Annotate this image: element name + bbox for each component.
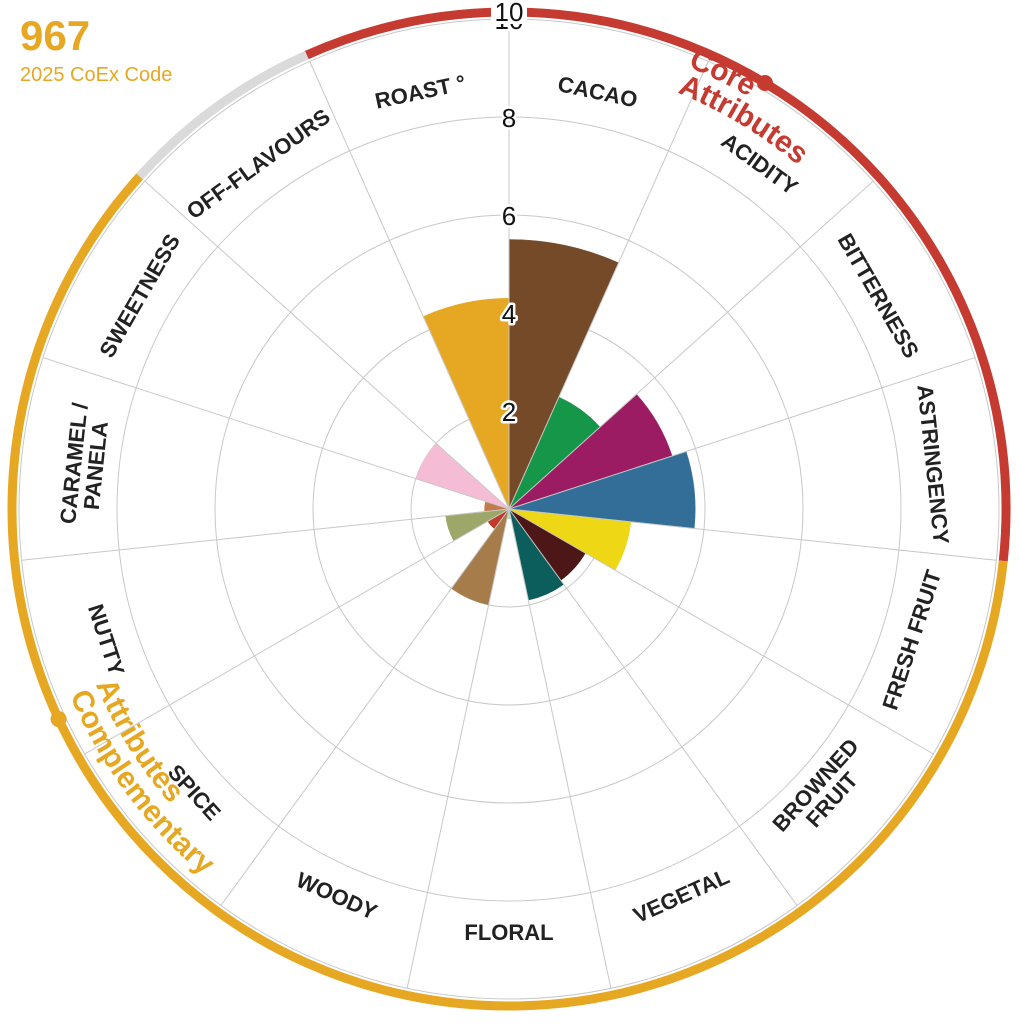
tick-label-max: 10 bbox=[495, 0, 524, 27]
tick-label: 8 bbox=[502, 103, 516, 133]
core-arc bbox=[513, 7, 1011, 562]
tick-label: 6 bbox=[502, 201, 516, 231]
spoke-line bbox=[21, 508, 510, 561]
spoke-line bbox=[508, 357, 976, 510]
coex-code-number: 967 bbox=[20, 12, 91, 59]
spoke-line bbox=[42, 357, 510, 510]
top-gap bbox=[491, 2, 527, 24]
roast-arc bbox=[305, 7, 505, 60]
spokes bbox=[21, 19, 997, 989]
core-marker-dot bbox=[756, 74, 773, 91]
tick-label: 4 bbox=[502, 299, 516, 329]
spoke-line bbox=[508, 508, 612, 989]
spoke-line bbox=[508, 180, 874, 510]
spoke-line bbox=[508, 61, 709, 510]
spoke-line bbox=[84, 508, 510, 755]
spoke-line bbox=[508, 508, 997, 561]
complementary-marker-dot bbox=[50, 711, 67, 728]
data-wedges bbox=[415, 239, 696, 606]
tick-label: 2 bbox=[502, 397, 516, 427]
complementary-arc bbox=[7, 173, 1008, 1011]
spoke-line bbox=[144, 180, 510, 510]
spoke-line bbox=[220, 508, 510, 906]
spoke-line bbox=[508, 508, 934, 755]
group-ring bbox=[7, 7, 1011, 1011]
category-label: FLORAL bbox=[464, 920, 553, 945]
coex-code-label: 2025 CoEx Code bbox=[20, 64, 173, 86]
spoke-line bbox=[406, 508, 510, 989]
data-wedge bbox=[508, 239, 619, 510]
spoke-line bbox=[309, 61, 510, 510]
spoke-line bbox=[508, 508, 798, 906]
neutral-arc bbox=[136, 50, 309, 180]
